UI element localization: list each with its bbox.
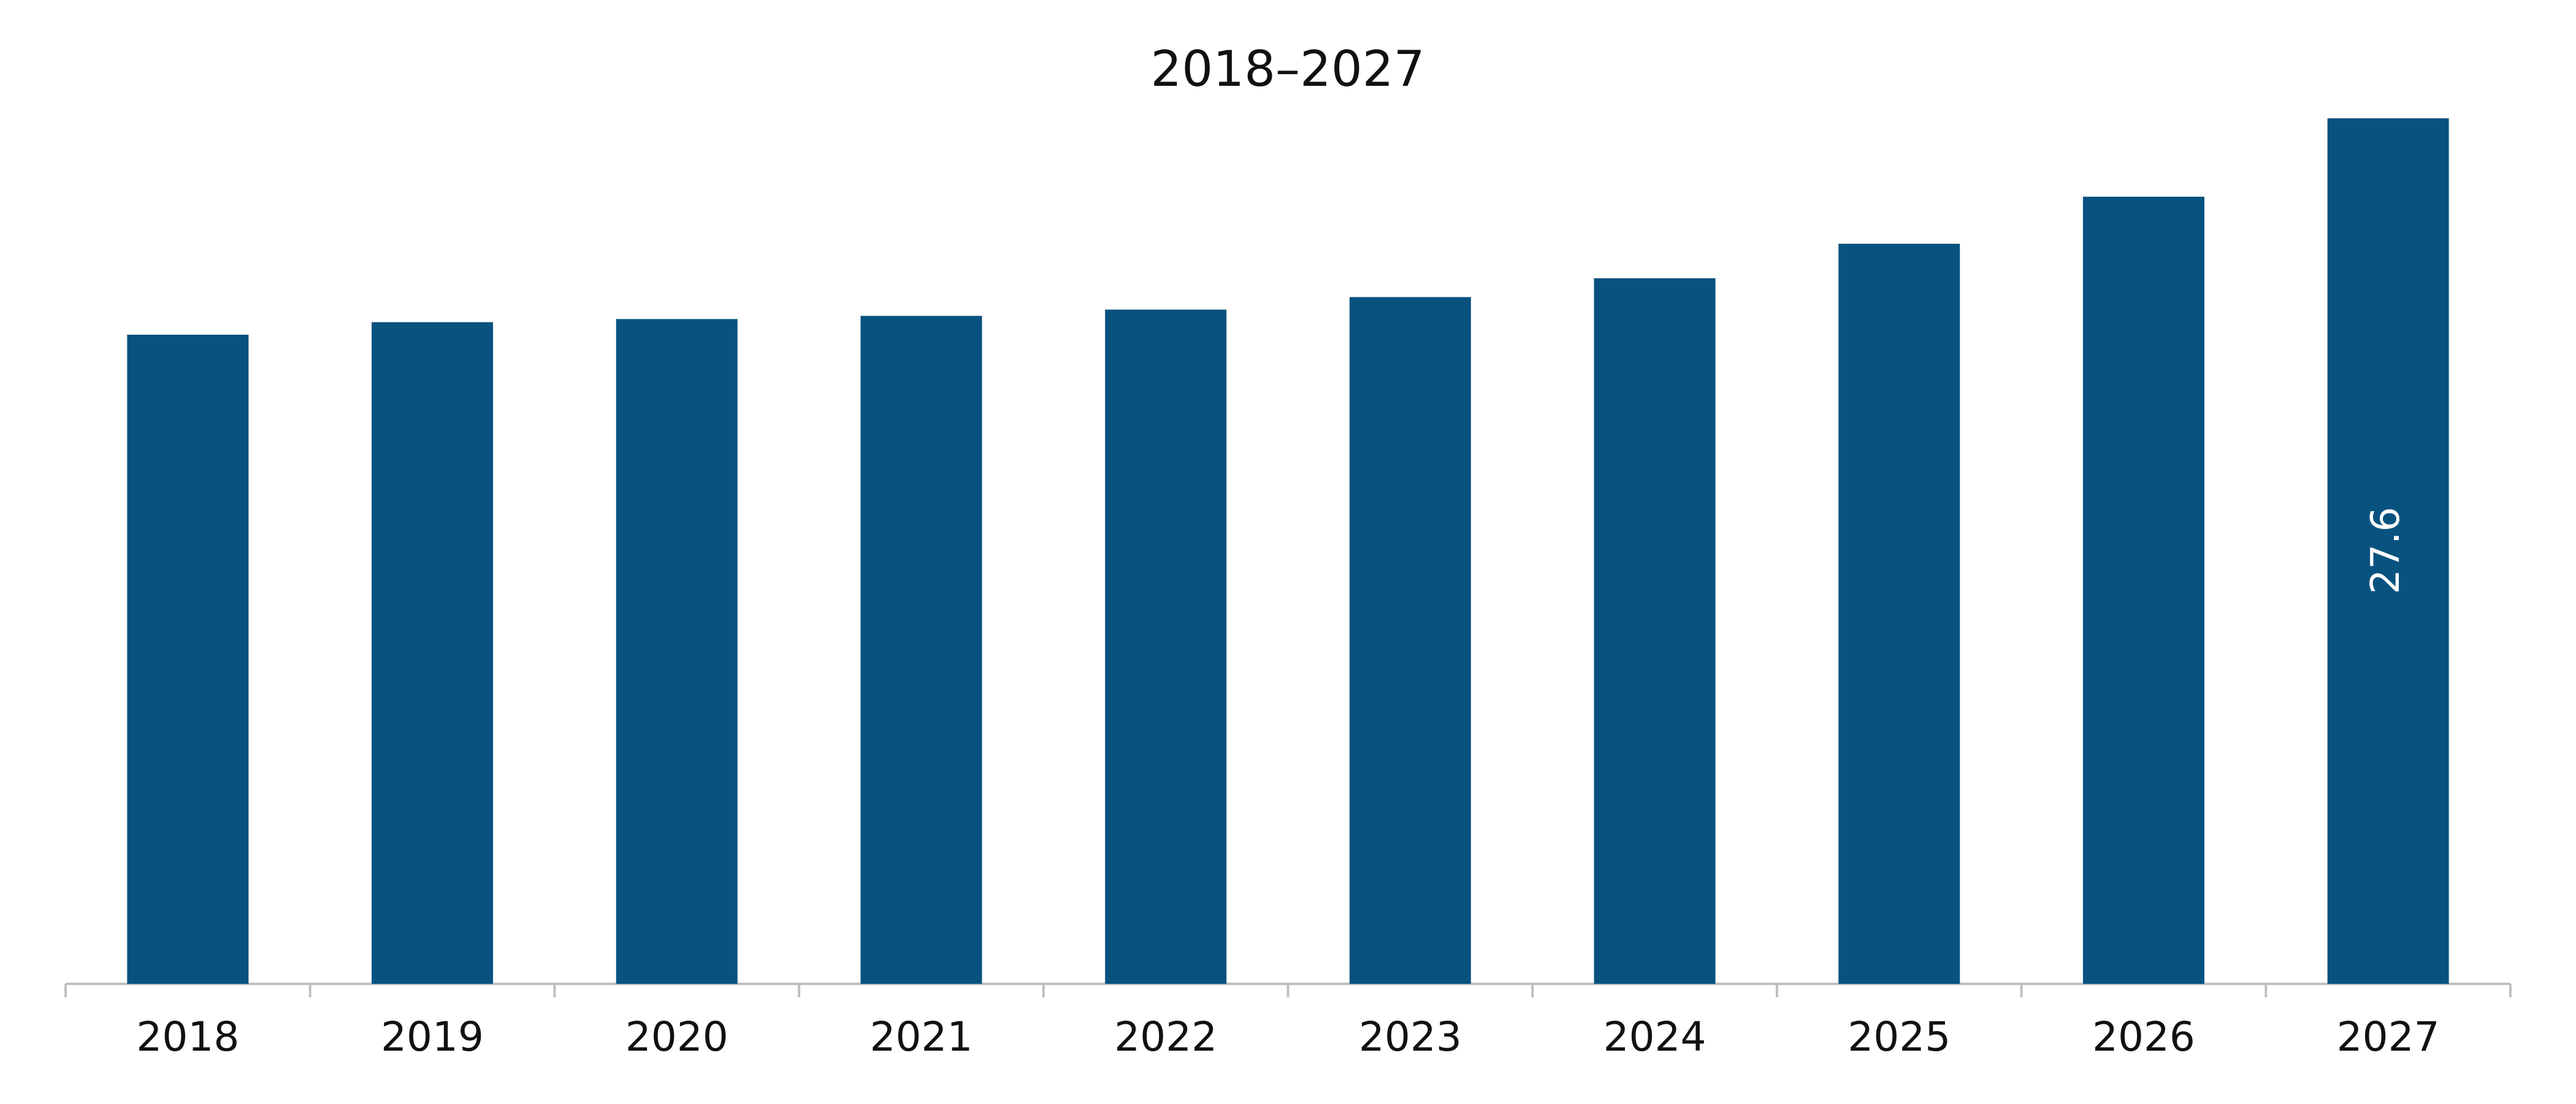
x-tick-label: 2021 bbox=[869, 1013, 973, 1060]
bar bbox=[127, 335, 249, 984]
x-tick-label: 2019 bbox=[381, 1013, 484, 1060]
bar bbox=[2082, 196, 2204, 984]
bar bbox=[616, 319, 738, 984]
x-tick-label: 2022 bbox=[1114, 1013, 1217, 1060]
chart-title: 2018–2027 bbox=[1150, 40, 1424, 97]
x-tick-label: 2018 bbox=[136, 1013, 239, 1060]
x-tick-label: 2025 bbox=[1848, 1013, 1951, 1060]
bar bbox=[372, 322, 494, 984]
value-label: 27.6 bbox=[2363, 507, 2409, 595]
bar bbox=[1105, 310, 1227, 984]
x-tick-label: 2020 bbox=[625, 1013, 728, 1060]
bar bbox=[2327, 118, 2449, 984]
bar bbox=[1349, 297, 1471, 984]
x-tick-label: 2026 bbox=[2092, 1013, 2195, 1060]
bar bbox=[1838, 243, 1960, 984]
bar bbox=[860, 316, 982, 984]
x-tick-label: 2023 bbox=[1359, 1013, 1462, 1060]
x-tick-label: 2027 bbox=[2337, 1013, 2440, 1060]
x-tick-label: 2024 bbox=[1603, 1013, 1707, 1060]
bar bbox=[1594, 278, 1716, 984]
